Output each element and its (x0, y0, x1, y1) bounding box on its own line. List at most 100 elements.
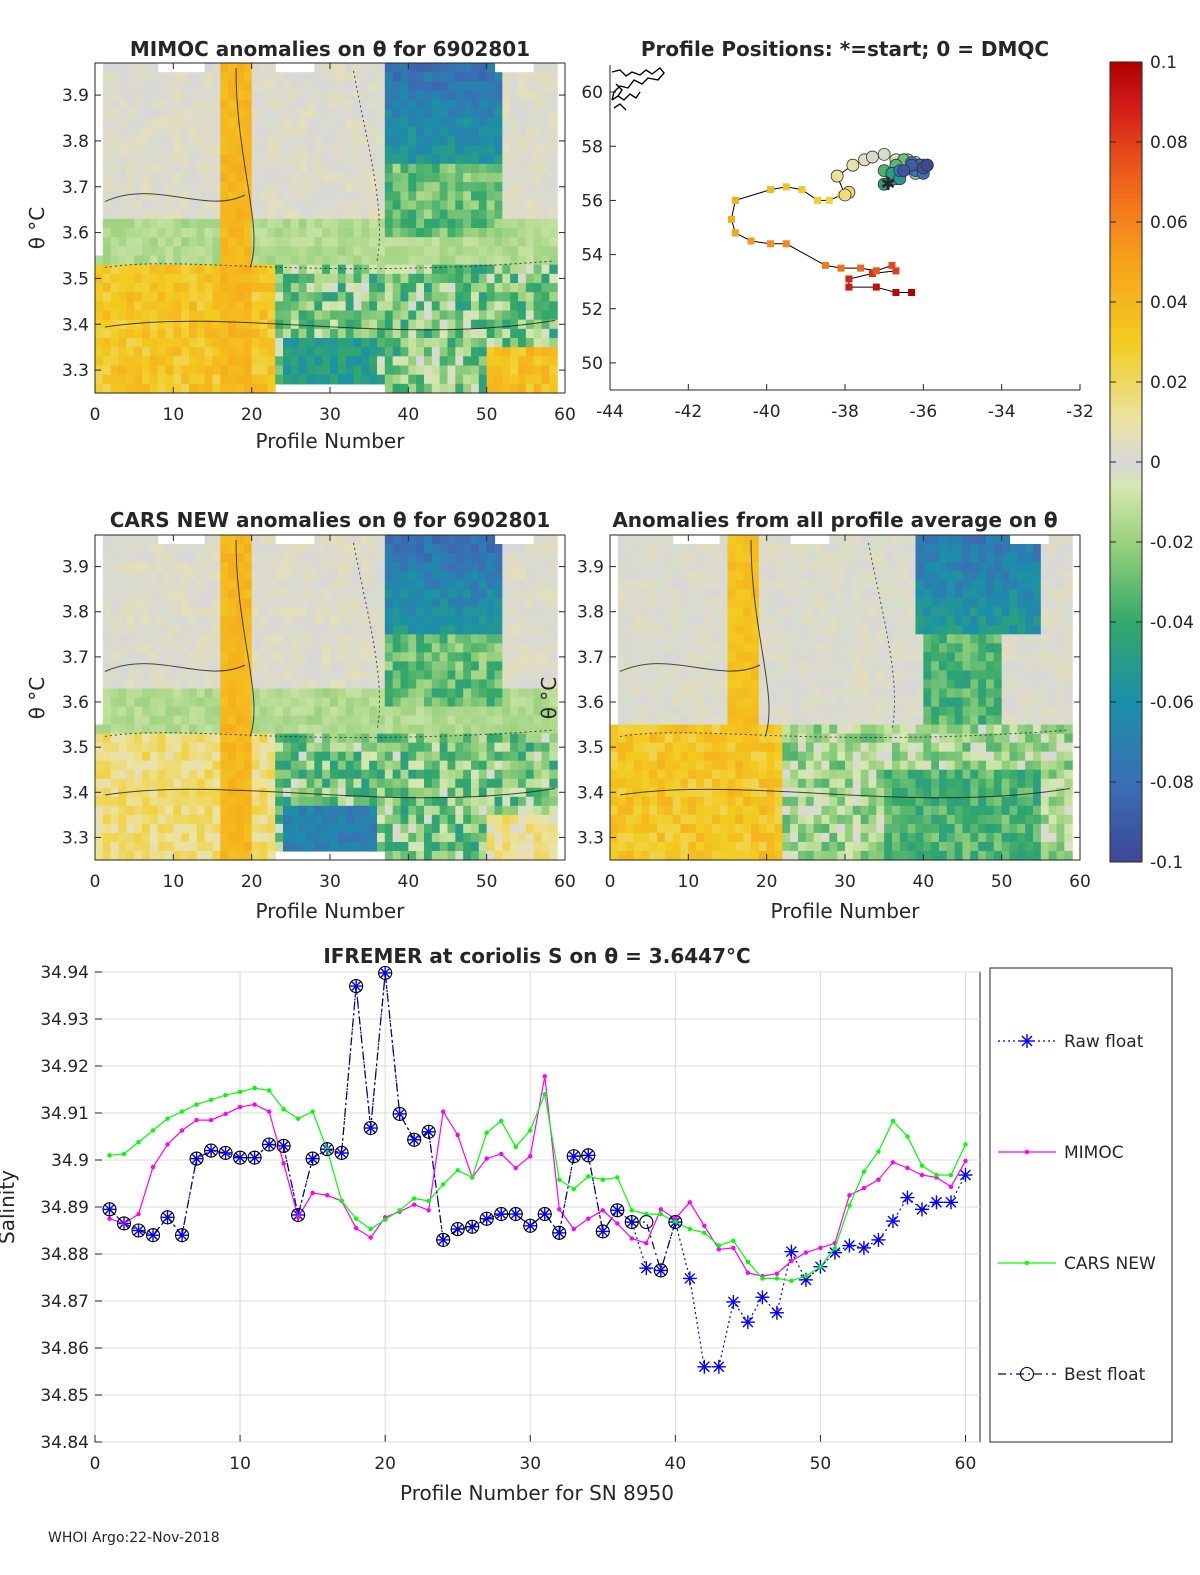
data-point (774, 1276, 780, 1281)
colorbar-tick-label: 0.04 (1150, 293, 1188, 313)
x-tick-label: 60 (554, 872, 576, 892)
data-point (107, 1216, 112, 1221)
profile-position-marker (908, 289, 916, 296)
data-point (368, 1235, 373, 1240)
data-point (237, 1089, 243, 1095)
y-tick-label: 3.3 (577, 828, 604, 848)
salinity-x-tick-label: 20 (374, 1454, 396, 1474)
profile-position-marker (872, 267, 880, 275)
data-point (905, 1165, 910, 1171)
salinity-y-tick-label: 34.92 (40, 1057, 89, 1077)
panel2-title: Profile Positions: *=start; 0 = DMQC (641, 37, 1049, 61)
data-point (615, 1175, 620, 1180)
data-point (165, 1142, 170, 1147)
data-point (368, 1226, 373, 1232)
data-point (629, 1208, 635, 1213)
y-tick-label: 3.5 (577, 738, 604, 758)
data-point (440, 1182, 446, 1187)
data-point (262, 1137, 277, 1152)
data-point (121, 1151, 127, 1157)
salinity-y-tick-label: 34.89 (40, 1198, 89, 1218)
series-best-float (102, 965, 683, 1278)
x-tick-label: 60 (554, 405, 576, 425)
data-point (305, 1151, 320, 1166)
data-point (566, 1149, 581, 1164)
data-point (334, 1145, 349, 1160)
panel4-ylabel: θ °C (537, 677, 561, 720)
data-point (281, 1107, 286, 1112)
data-point (789, 1258, 794, 1264)
data-point (223, 1111, 228, 1117)
data-point (948, 1172, 954, 1178)
legend-label: MIMOC (1064, 1143, 1124, 1163)
profile-position-marker (782, 240, 790, 248)
data-point (528, 1154, 533, 1159)
x-tick-label: 30 (319, 872, 341, 892)
data-point (310, 1190, 315, 1196)
data-point (557, 1177, 562, 1182)
salinity-y-tick-label: 34.86 (40, 1339, 89, 1359)
data-point (919, 1172, 925, 1178)
profile-position-marker (825, 196, 833, 204)
colorbar-tick-label: -0.04 (1150, 613, 1194, 633)
panel5-ylabel: Salinity (0, 1170, 19, 1244)
profile-position-marker (892, 267, 900, 275)
colorbar-tick-label: 0.08 (1150, 133, 1188, 153)
x-tick-label: 40 (398, 405, 420, 425)
data-point (890, 1160, 896, 1165)
data-point (914, 1202, 929, 1217)
data-point (740, 1315, 755, 1330)
data-point (624, 1214, 639, 1230)
avg-anomaly-heatmap-cells (610, 535, 1073, 861)
data-point (731, 1245, 736, 1251)
legend-box (989, 967, 1173, 1443)
data-point (528, 1128, 533, 1133)
colorbar-tick-label: 0.02 (1150, 373, 1188, 393)
panel1-title: MIMOC anomalies on θ for 6902801 (130, 37, 530, 61)
panel4-xlabel: Profile Number (771, 899, 921, 923)
data-point (755, 1290, 770, 1305)
data-point (484, 1130, 489, 1135)
y-tick-label: 3.8 (62, 603, 89, 623)
colorbar-tick-label: 0.1 (1150, 53, 1177, 73)
data-point (803, 1273, 809, 1279)
data-point (436, 1232, 451, 1247)
map-x-tick-label: -42 (674, 402, 702, 422)
profile-position-marker (877, 147, 891, 161)
data-point (571, 1186, 576, 1192)
profile-track: ✱ (727, 147, 934, 296)
data-point (392, 1106, 407, 1121)
data-point (847, 1193, 852, 1198)
panel3-xlabel: Profile Number (256, 899, 406, 923)
data-point (291, 1207, 306, 1223)
data-point (784, 1244, 799, 1259)
legend-item-raw-float: Raw float (998, 1032, 1144, 1052)
data-point (131, 1223, 146, 1238)
profile-position-marker (747, 237, 755, 245)
data-point (673, 1219, 678, 1225)
data-point (610, 1203, 625, 1218)
data-point (179, 1109, 185, 1114)
data-point (885, 1214, 900, 1229)
x-tick-label: 20 (756, 872, 778, 892)
legend-item-mimoc: MIMOC (998, 1143, 1124, 1163)
x-tick-label: 40 (913, 872, 935, 892)
data-point (281, 1161, 286, 1166)
profile-position-marker (920, 158, 934, 172)
data-point (145, 1228, 161, 1243)
profile-position-marker (868, 270, 876, 278)
data-point (827, 1245, 842, 1260)
data-point (697, 1359, 712, 1374)
y-tick-label: 3.5 (62, 738, 89, 758)
profile-position-marker (814, 196, 822, 204)
profile-position-marker (731, 196, 739, 204)
data-point (426, 1208, 431, 1213)
data-point (943, 1195, 958, 1210)
data-point (252, 1085, 257, 1091)
start-marker-icon: ✱ (881, 174, 896, 195)
data-point (194, 1102, 199, 1107)
data-point (276, 1138, 291, 1153)
colorbar-tick-label: -0.02 (1150, 533, 1194, 553)
profile-position-marker (767, 240, 775, 248)
data-point (760, 1276, 765, 1281)
